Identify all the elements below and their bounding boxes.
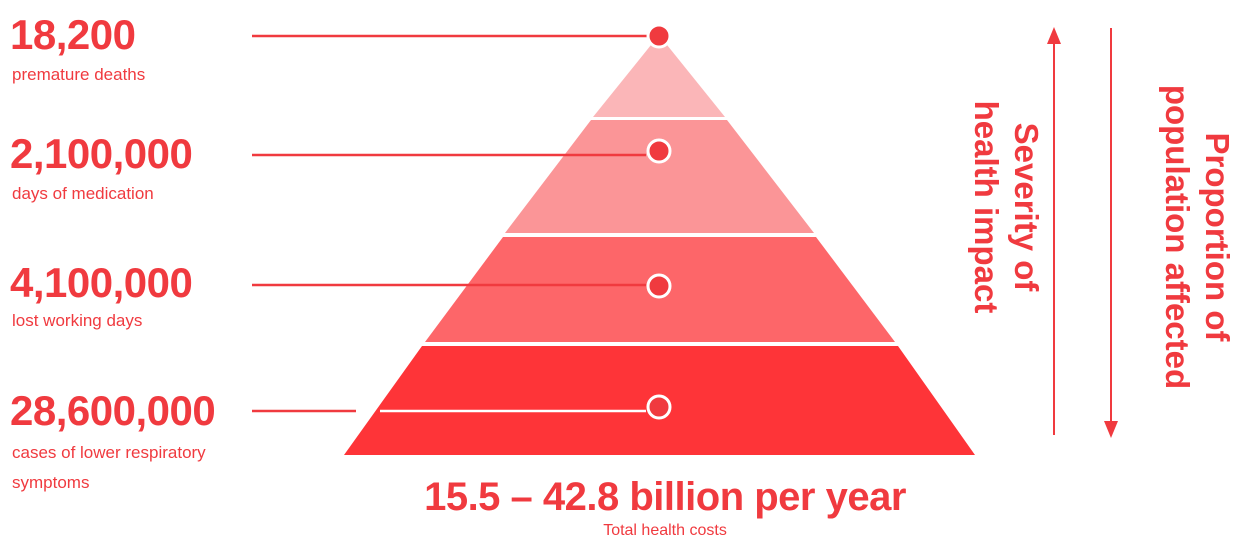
respiratory-symptoms-value: 28,600,000	[10, 387, 216, 434]
proportion-axis-label-line1: Proportion of	[1199, 132, 1236, 342]
lost-working-days-label: lost working days	[12, 311, 143, 330]
lost-working-days-value: 4,100,000	[10, 259, 193, 306]
total-health-costs-caption: Total health costs	[603, 522, 727, 539]
proportion-axis-label: Proportion of population affected	[1157, 67, 1237, 407]
severity-axis-label-line1: Severity of	[1008, 122, 1045, 292]
pyramid-tier-2	[505, 120, 814, 233]
tier-marker-1	[646, 23, 672, 49]
proportion-axis-label-line2: population affected	[1159, 84, 1196, 390]
proportion-arrow-down-icon	[1104, 421, 1118, 438]
premature-deaths-value: 18,200	[10, 11, 136, 58]
tier-marker-4	[646, 394, 672, 420]
days-of-medication-value: 2,100,000	[10, 130, 193, 177]
total-health-costs-value: 15.5 – 42.8 billion per year	[424, 475, 906, 519]
respiratory-symptoms-label-line2: symptoms	[12, 473, 90, 492]
premature-deaths-label: premature deaths	[12, 65, 146, 84]
respiratory-symptoms-label: cases of lower respiratory	[12, 443, 206, 462]
severity-axis-label: Severity of health impact	[966, 87, 1046, 327]
severity-axis-label-line2: health impact	[968, 100, 1005, 314]
tier-marker-3	[646, 273, 672, 299]
tier-marker-2	[646, 138, 672, 164]
days-of-medication-label: days of medication	[12, 184, 154, 203]
severity-arrow-up-icon	[1047, 27, 1061, 44]
pyramid-tier-1	[593, 35, 725, 117]
